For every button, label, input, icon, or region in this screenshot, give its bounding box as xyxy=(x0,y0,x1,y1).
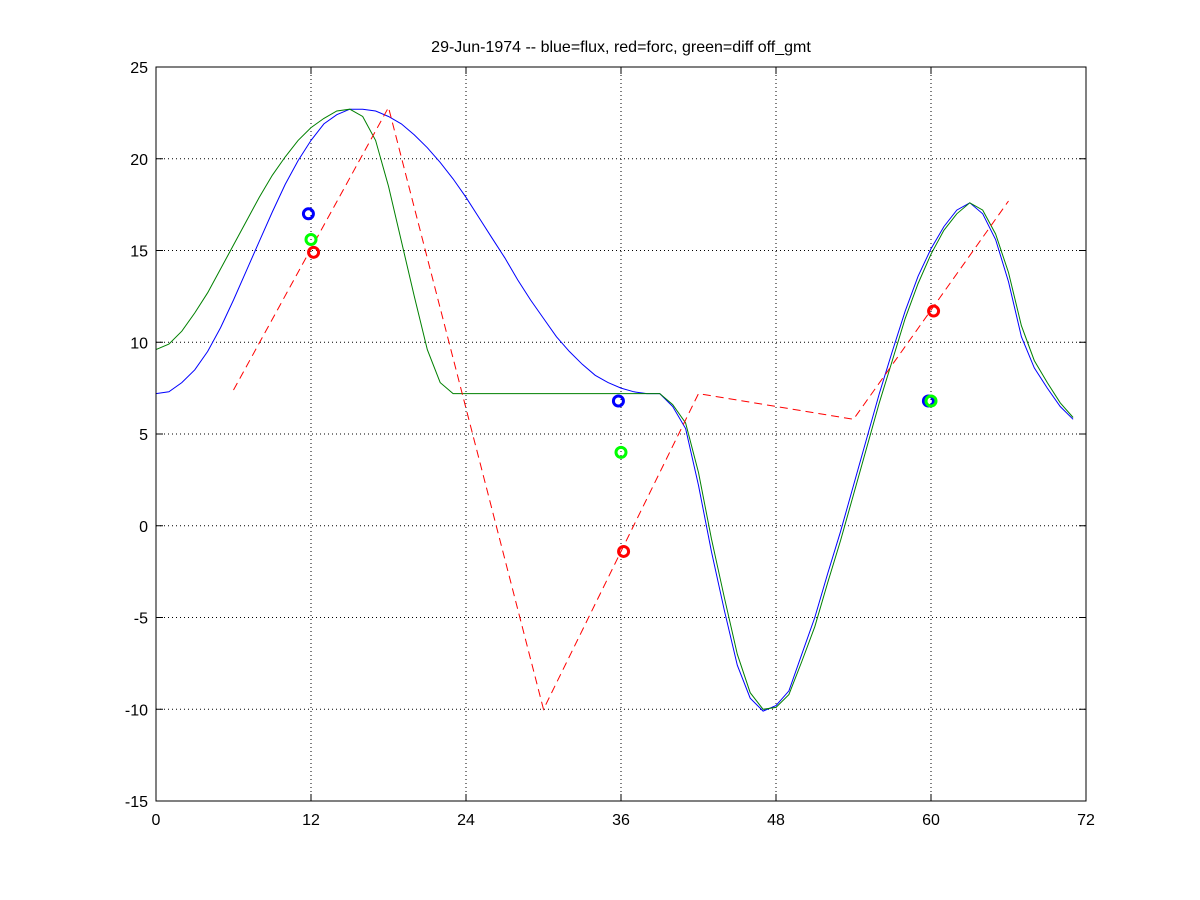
marker-flux xyxy=(611,394,625,408)
x-tick-label: 48 xyxy=(767,812,785,829)
x-tick-label: 60 xyxy=(922,812,940,829)
grid xyxy=(156,67,1086,801)
x-tick-label: 0 xyxy=(152,812,161,829)
marker-flux xyxy=(301,207,315,221)
markers-group xyxy=(301,207,941,558)
chart-title: 29-Jun-1974 -- blue=flux, red=forc, gree… xyxy=(431,39,811,56)
y-tick-label: -5 xyxy=(134,611,148,628)
marker-forc xyxy=(927,304,941,318)
x-tick-label: 36 xyxy=(612,812,630,829)
series-line-forc xyxy=(233,106,1009,711)
ticks: 0 12 24 36 48 60 72 -15 -10 -5 0 5 10 15 20 25 xyxy=(125,60,1095,829)
series-group xyxy=(155,106,1074,712)
y-tick-label: -10 xyxy=(125,702,148,719)
y-tick-label: 10 xyxy=(130,335,148,352)
marker-diff-off-gmt xyxy=(924,394,938,408)
marker-forc xyxy=(307,245,321,259)
y-tick-label: -15 xyxy=(125,794,148,811)
series-line-diff-off-gmt xyxy=(155,108,1074,710)
y-tick-label: 0 xyxy=(139,519,148,536)
x-tick-label: 24 xyxy=(457,812,475,829)
x-tick-label: 12 xyxy=(302,812,320,829)
series-line-flux xyxy=(155,108,1074,712)
marker-diff-off-gmt xyxy=(614,445,628,459)
y-tick-label: 15 xyxy=(130,244,148,261)
marker-diff-off-gmt xyxy=(304,232,318,246)
y-tick-label: 25 xyxy=(130,60,148,77)
y-tick-label: 20 xyxy=(130,152,148,169)
y-tick-label: 5 xyxy=(139,427,148,444)
x-tick-label: 72 xyxy=(1077,812,1095,829)
marker-forc xyxy=(617,544,631,558)
